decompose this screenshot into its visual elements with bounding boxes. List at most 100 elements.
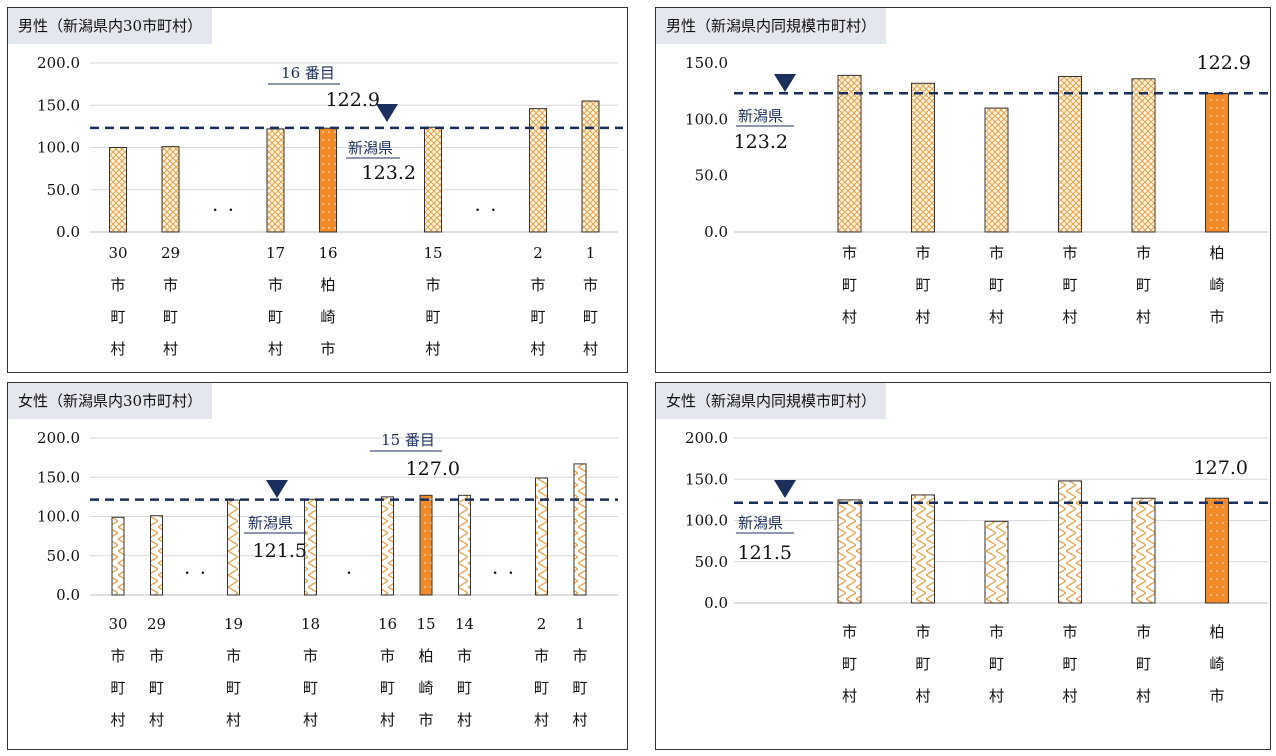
bar <box>109 147 127 233</box>
bar-name-char: 村 <box>163 340 178 358</box>
y-tick-label: 150.0 <box>685 470 728 488</box>
bar-name-char: 市 <box>268 276 283 294</box>
y-tick-label: 50.0 <box>47 181 80 199</box>
bar-name-char: 市 <box>1062 623 1077 641</box>
bar-name-char: 町 <box>572 679 587 697</box>
reference-value: 121.5 <box>738 542 792 564</box>
bar-name-char: 町 <box>530 308 545 326</box>
target-value: 127.0 <box>1194 457 1248 479</box>
bar-name-char: 町 <box>163 308 178 326</box>
bar <box>161 146 180 233</box>
bar-name-char: 村 <box>989 687 1004 705</box>
bar-name-char: 町 <box>989 655 1004 673</box>
bar-name-char: 町 <box>457 679 472 697</box>
bar-rank-label: 30 <box>108 615 127 633</box>
bar-name-char: 市 <box>425 276 440 294</box>
bar-name-char: 町 <box>842 276 857 294</box>
bar-rank-label: 18 <box>301 615 320 633</box>
bar-name-char: 村 <box>915 687 930 705</box>
bar-rank-label: 30 <box>108 244 127 262</box>
bar <box>111 516 125 596</box>
bar-name-char: 市 <box>303 647 318 665</box>
bar <box>535 477 548 596</box>
bar-name-char: 村 <box>226 711 241 729</box>
bar-name-char: 村 <box>303 711 318 729</box>
bar-name-char: 町 <box>915 276 930 294</box>
chart-panel-male-30: 男性（新潟県内30市町村） 200.0 150.0 100.0 50.0 0.0 30 市町… <box>7 7 628 373</box>
bar <box>911 82 935 233</box>
reference-value: 123.2 <box>362 162 416 184</box>
y-tick-label: 150.0 <box>37 96 80 114</box>
target-value: 122.9 <box>1197 52 1251 74</box>
chart-title: 女性（新潟県内30市町村） <box>8 383 213 419</box>
y-tick-label: 100.0 <box>685 512 728 530</box>
bar-name-char: 市 <box>1136 244 1151 262</box>
bar-rank-label: 1 <box>575 615 585 633</box>
bar-name-char: 柏 <box>1209 244 1224 262</box>
chart-svg: 200.0150.0100.050.00.0市町村市町村市町村市町村市町村柏崎市… <box>685 429 1268 705</box>
bar-name-char: 柏 <box>418 647 433 665</box>
omission-dots: ・ ・ <box>472 203 500 217</box>
bar-name-char: 村 <box>1136 308 1151 326</box>
y-tick-label: 150.0 <box>37 468 80 486</box>
bar <box>911 494 935 604</box>
bar-name-char: 町 <box>303 679 318 697</box>
bar-name-char: 市 <box>226 647 241 665</box>
bar <box>150 515 163 596</box>
bar-name-char: 町 <box>989 276 1004 294</box>
bar-name-char: 村 <box>915 308 930 326</box>
bar-name-char: 崎 <box>1209 655 1224 673</box>
y-tick-label: 0.0 <box>704 223 728 241</box>
omission-dots: ・ ・ <box>181 566 209 580</box>
y-tick-label: 0.0 <box>56 223 80 241</box>
bar <box>381 496 394 596</box>
bar-name-char: 村 <box>842 308 857 326</box>
reference-value: 121.5 <box>253 540 307 562</box>
target-value: 127.0 <box>406 458 460 480</box>
bar-name-char: 町 <box>915 655 930 673</box>
bar-rank-label: 14 <box>455 615 474 633</box>
y-tick-label: 100.0 <box>37 139 80 157</box>
rank-label: 16 番目 <box>281 64 335 82</box>
bar <box>1131 78 1156 233</box>
bar-rank-label: 2 <box>537 615 547 633</box>
chart-panel-male-peer: 男性（新潟県内同規模市町村） 150.0 100.0 50.0 0.0 市町村市町村市町… <box>655 7 1271 373</box>
y-tick-label: 100.0 <box>37 508 80 526</box>
position-marker-icon <box>266 480 288 498</box>
bar-name-char: 村 <box>534 711 549 729</box>
bar-name-char: 村 <box>1062 308 1077 326</box>
y-tick-label: 100.0 <box>685 110 728 128</box>
bar <box>266 128 285 233</box>
bar-name-char: 市 <box>583 276 598 294</box>
y-tick-label: 0.0 <box>704 594 728 612</box>
bar-name-char: 町 <box>149 679 164 697</box>
bar <box>424 126 442 233</box>
chart-panel-female-30: 女性（新潟県内30市町村） 200.0 150.0 100.0 50.0 0.0 30 市町… <box>7 382 628 750</box>
bar-highlighted <box>1205 497 1229 604</box>
bar-rank-label: 1 <box>586 244 596 262</box>
bar-name-char: 市 <box>915 623 930 641</box>
bar-name-char: 市 <box>1062 244 1077 262</box>
bar-name-char: 町 <box>1136 655 1151 673</box>
bar-rank-label: 29 <box>147 615 166 633</box>
bar-name-char: 市 <box>534 647 549 665</box>
bar <box>1058 76 1082 233</box>
bar-highlighted <box>319 127 337 233</box>
bar-name-char: 村 <box>149 711 164 729</box>
y-tick-label: 50.0 <box>695 553 728 571</box>
bar-rank-label: 19 <box>224 615 243 633</box>
bar-name-char: 市 <box>1136 623 1151 641</box>
y-tick-label: 200.0 <box>37 54 80 72</box>
bar-name-char: 村 <box>989 308 1004 326</box>
position-marker-icon <box>774 480 796 498</box>
bar-name-char: 村 <box>268 340 283 358</box>
bar <box>1058 480 1082 604</box>
bar-name-char: 市 <box>989 623 1004 641</box>
bar-name-char: 市 <box>380 647 395 665</box>
bar-rank-label: 16 <box>378 615 397 633</box>
position-marker-icon <box>774 74 796 92</box>
chart-panel-female-peer: 女性（新潟県内同規模市町村） 200.0 150.0 100.0 50.0 0.0 市町村… <box>655 382 1271 750</box>
bar-name-char: 町 <box>110 308 125 326</box>
